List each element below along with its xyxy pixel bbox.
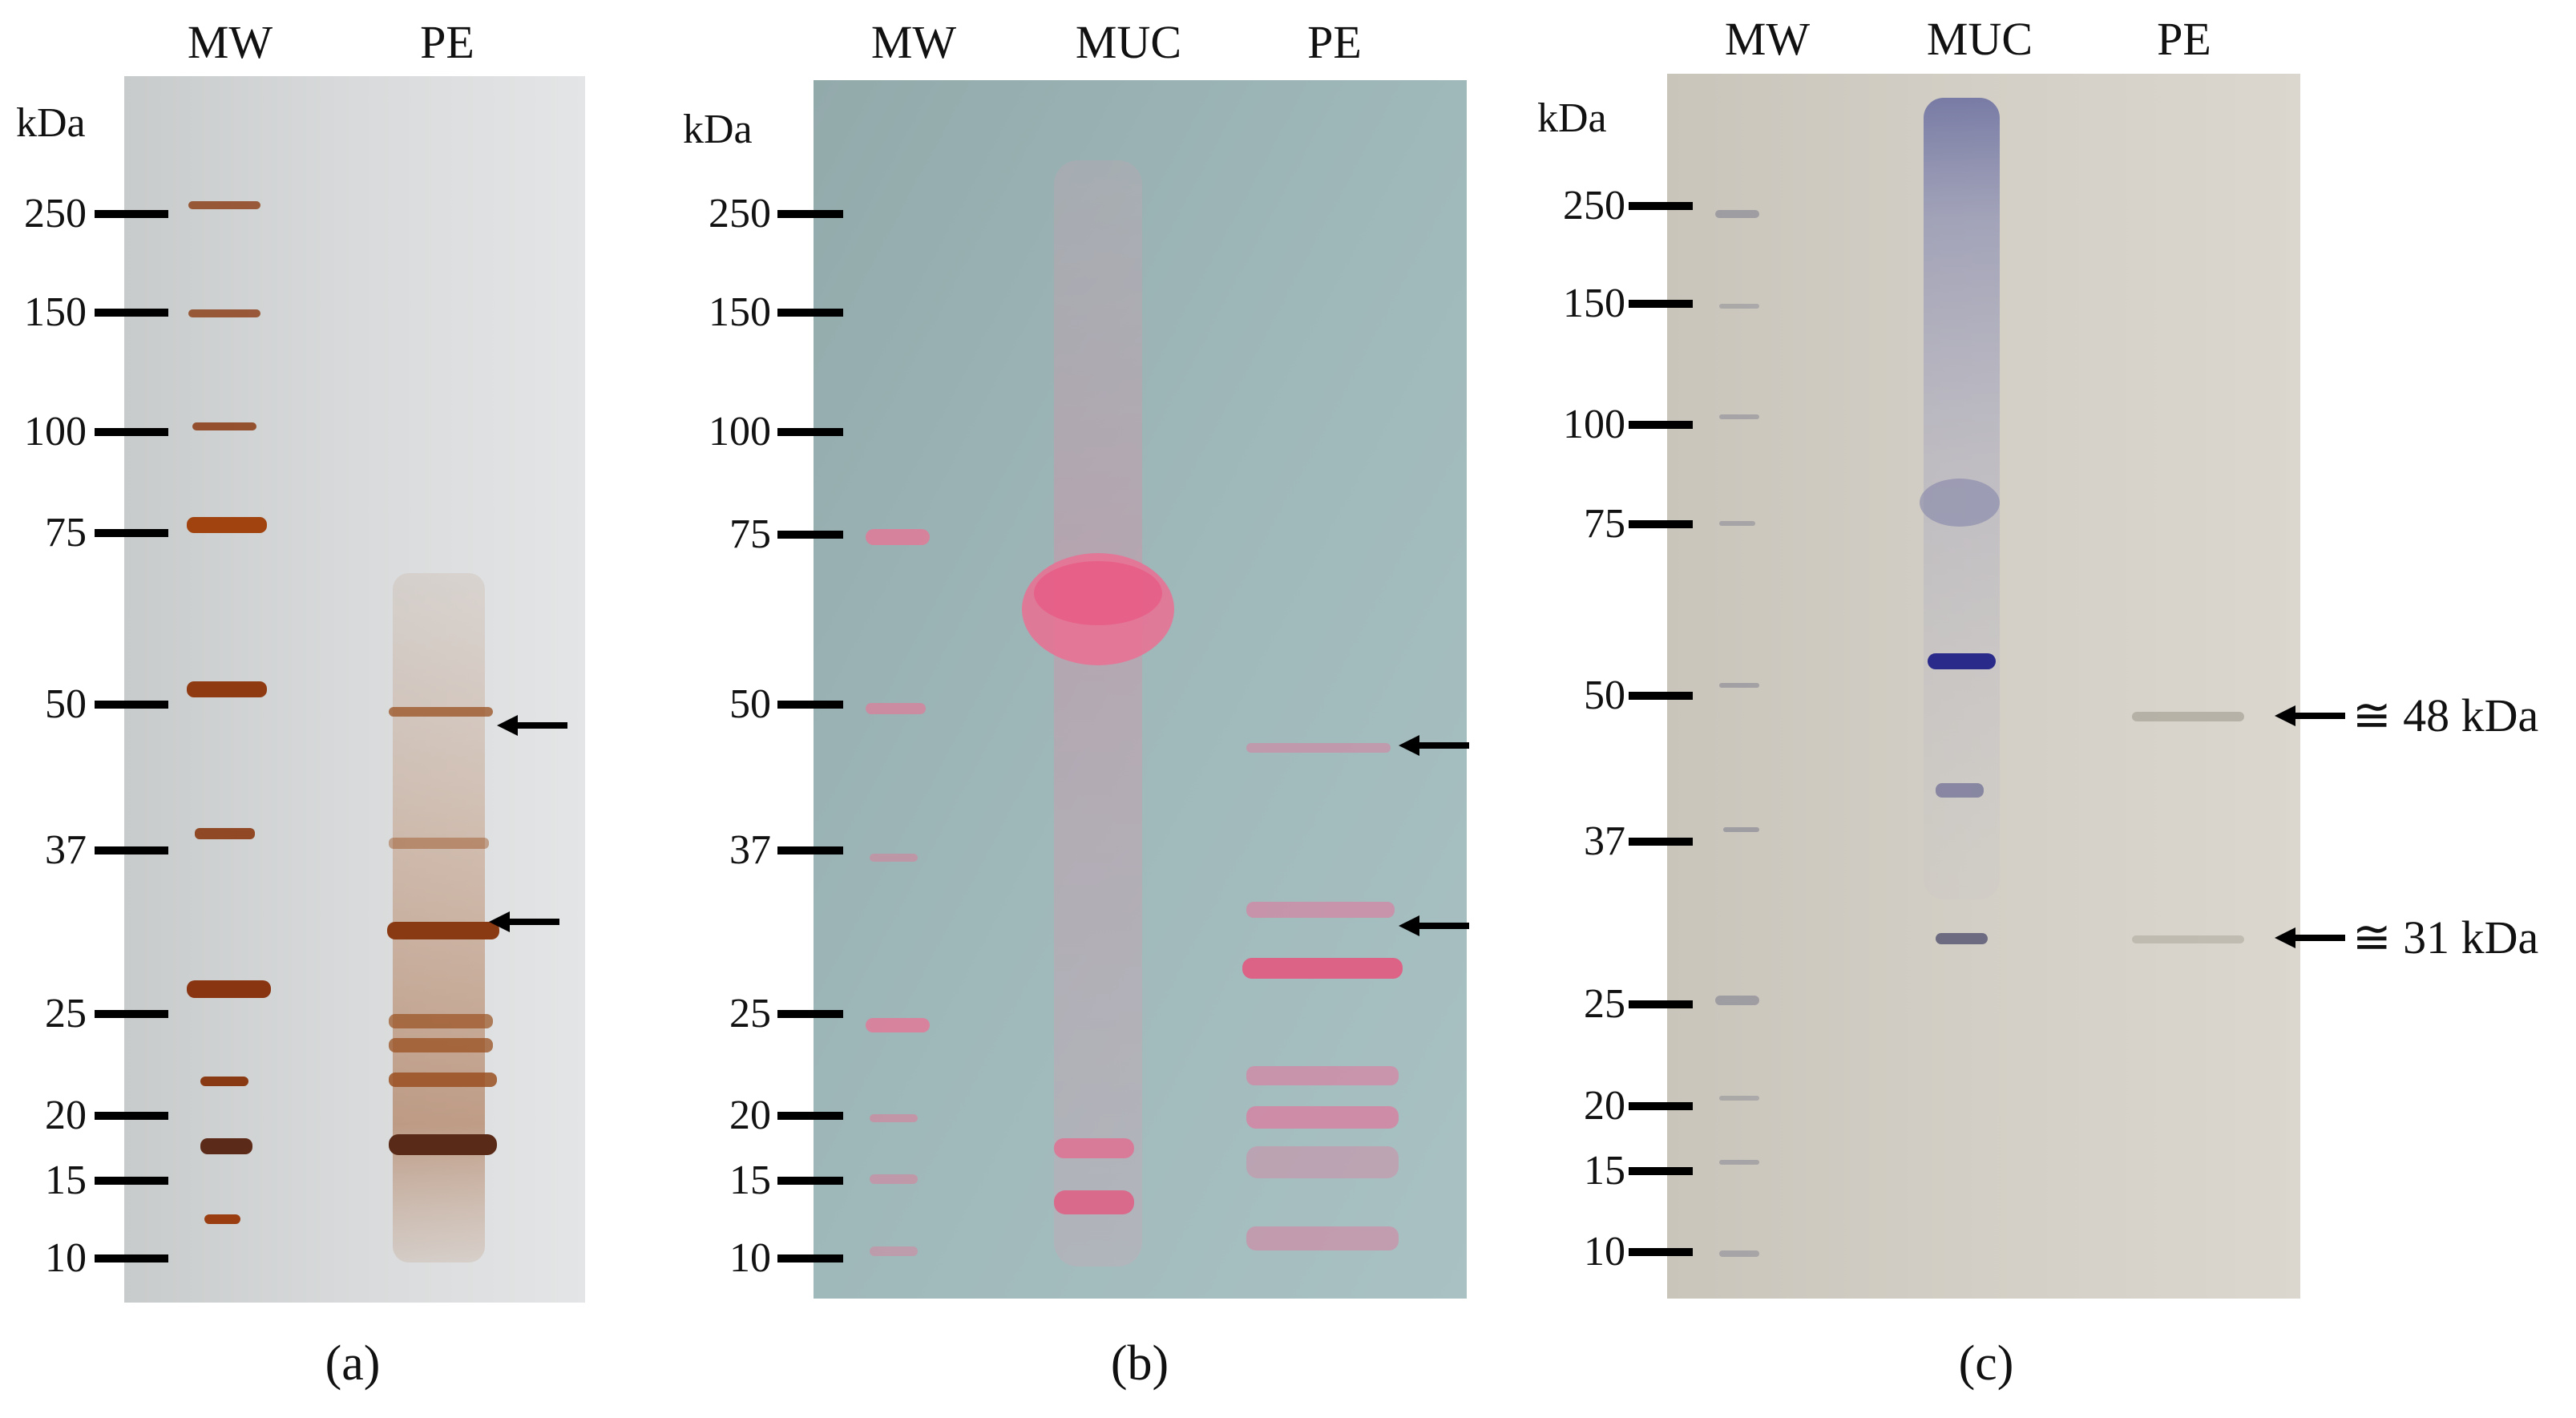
- lane-label-mw: MW: [187, 16, 273, 68]
- lane-label-pe: PE: [420, 16, 474, 68]
- lane-label-pe: PE: [2157, 13, 2211, 65]
- marker-tick-100: [95, 428, 168, 436]
- gel-image-silver: [124, 76, 585, 1303]
- marker-tick-250: [95, 210, 168, 218]
- band-annotation-48kda: ≅ 48 kDa: [2352, 689, 2539, 741]
- panel-caption: (c): [1958, 1336, 2014, 1391]
- marker-tick-20: [1629, 1102, 1693, 1110]
- marker-tick-37: [95, 846, 168, 854]
- kda-unit-label: kDa: [16, 100, 86, 146]
- marker-label-100: 100: [24, 409, 87, 454]
- panel-a: MW PE kDa: [0, 0, 801, 1418]
- band-arrow-icon: [497, 715, 567, 736]
- marker-label-75: 75: [45, 510, 87, 555]
- lane-label-muc: MUC: [1926, 13, 2033, 65]
- band-arrow-icon: [489, 911, 559, 932]
- marker-tick-10: [1629, 1248, 1693, 1256]
- marker-tick-75: [95, 529, 168, 537]
- gel-image-blot: [1667, 74, 2300, 1299]
- marker-tick-15: [1629, 1167, 1693, 1175]
- marker-label-50: 50: [45, 681, 87, 727]
- band-arrow-icon: [2275, 927, 2345, 948]
- band-arrow-icon: [2275, 705, 2345, 726]
- marker-tick-15: [95, 1177, 168, 1185]
- marker-label-37: 37: [1584, 818, 1625, 864]
- marker-label-150: 150: [1563, 281, 1625, 326]
- kda-unit-label: kDa: [1537, 95, 1607, 141]
- marker-tick-25: [1629, 1000, 1693, 1008]
- marker-tick-20: [95, 1112, 168, 1120]
- marker-label-25: 25: [1584, 981, 1625, 1027]
- marker-label-50: 50: [1584, 673, 1625, 718]
- band-arrow-icon: [1399, 735, 1469, 756]
- lane-label-pe: PE: [1307, 16, 1362, 68]
- lane-label-muc: MUC: [1075, 16, 1182, 68]
- marker-tick-100: [1629, 421, 1693, 429]
- marker-label-250: 250: [1563, 183, 1625, 228]
- lane-label-mw: MW: [1724, 13, 1811, 65]
- gel-image-ponceau: [814, 80, 1467, 1299]
- marker-label-15: 15: [1584, 1148, 1625, 1194]
- marker-label-20: 20: [1584, 1083, 1625, 1129]
- marker-tick-75: [1629, 520, 1693, 528]
- marker-label-37: 37: [45, 827, 87, 873]
- marker-tick-150: [95, 309, 168, 317]
- marker-label-10: 10: [1584, 1229, 1625, 1275]
- lane-label-mw: MW: [870, 16, 957, 68]
- marker-tick-50: [1629, 692, 1693, 700]
- marker-tick-10: [95, 1254, 168, 1262]
- band-annotation-31kda: ≅ 31 kDa: [2352, 911, 2539, 964]
- marker-label-15: 15: [45, 1157, 87, 1203]
- marker-tick-25: [95, 1010, 168, 1018]
- marker-label-75: 75: [1584, 501, 1625, 547]
- marker-label-10: 10: [45, 1235, 87, 1281]
- marker-tick-250: [1629, 202, 1693, 210]
- panel-caption: (b): [1110, 1336, 1169, 1391]
- marker-tick-37: [1629, 838, 1693, 846]
- marker-label-20: 20: [45, 1093, 87, 1138]
- marker-label-25: 25: [45, 991, 87, 1036]
- marker-label-150: 150: [24, 289, 87, 335]
- marker-tick-50: [95, 701, 168, 709]
- marker-label-250: 250: [24, 191, 87, 236]
- band-arrow-icon: [1399, 915, 1469, 936]
- marker-label-100: 100: [1563, 402, 1625, 447]
- marker-tick-150: [1629, 300, 1693, 308]
- panel-caption: (a): [325, 1336, 381, 1391]
